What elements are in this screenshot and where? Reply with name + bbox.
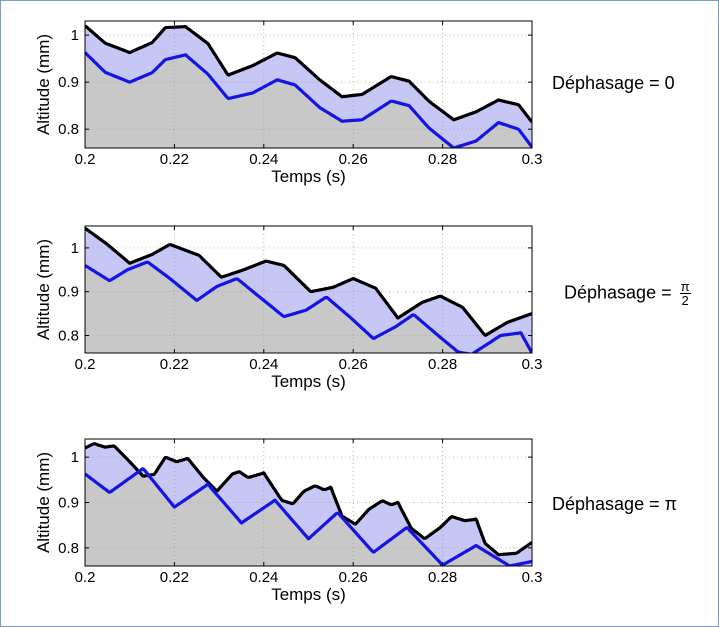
- x-tick-label: 0.2: [75, 569, 96, 586]
- x-tick-label: 0.24: [249, 151, 278, 168]
- x-tick-label: 0.28: [428, 151, 457, 168]
- y-tick-label: 0.8: [58, 540, 79, 557]
- y-axis-label: Altitude (mm): [34, 452, 53, 553]
- y-tick-label: 1: [71, 449, 79, 466]
- x-tick-label: 0.3: [522, 151, 543, 168]
- y-tick-label: 0.8: [58, 327, 79, 344]
- x-tick-label: 0.3: [522, 356, 543, 373]
- x-tick-label: 0.28: [428, 356, 457, 373]
- y-tick-label: 0.9: [58, 284, 79, 301]
- y-tick-label: 1: [71, 240, 79, 257]
- y-tick-label: 0.8: [58, 121, 79, 138]
- plot-phase-pi-half: 0.2 0.22 0.24 0.26 0.28 0.3 0.8 0.9 1 Temps (s) Al…: [34, 225, 543, 391]
- x-tick-label: 0.3: [522, 569, 543, 586]
- plot-phase-0: 0.2 0.22 0.24 0.26 0.28 0.3 0.8 0.9 1 Temps (s) Al…: [34, 20, 543, 186]
- x-tick-label: 0.2: [75, 356, 96, 373]
- lower-series-line: [85, 51, 532, 148]
- phase-label-pi-half: Déphasage = π 2: [564, 279, 691, 308]
- x-tick-label: 0.26: [339, 151, 368, 168]
- y-tick-label: 0.9: [58, 74, 79, 91]
- upper-series-line: [85, 442, 532, 557]
- x-tick-label: 0.24: [249, 356, 278, 373]
- y-axis-label: Altitude (mm): [34, 239, 53, 340]
- x-tick-label: 0.22: [160, 151, 189, 168]
- upper-series-line: [85, 24, 532, 124]
- x-axis-label: Temps (s): [271, 585, 346, 604]
- y-tick-label: 1: [71, 27, 79, 44]
- phase-label-pi: Déphasage = π: [552, 494, 678, 514]
- x-tick-label: 0.24: [249, 569, 278, 586]
- x-tick-label: 0.28: [428, 569, 457, 586]
- y-axis-label: Altitude (mm): [34, 34, 53, 135]
- x-axis-label: Temps (s): [271, 372, 346, 391]
- x-axis-label: Temps (s): [271, 167, 346, 186]
- x-tick-label: 0.26: [339, 569, 368, 586]
- axes-box: [84, 225, 533, 354]
- phase-fraction: π 2: [679, 279, 691, 308]
- lower-series-line: [85, 467, 532, 566]
- x-tick-label: 0.26: [339, 356, 368, 373]
- x-tick-label: 0.22: [160, 569, 189, 586]
- ground-fill-area: [85, 52, 532, 148]
- lower-series-line: [85, 260, 532, 353]
- ground-fill-area: [85, 262, 532, 353]
- y-tick-label: 0.9: [58, 495, 79, 512]
- x-tick-label: 0.2: [75, 151, 96, 168]
- phase-label-0: Déphasage = 0: [552, 73, 675, 93]
- x-tick-label: 0.22: [160, 356, 189, 373]
- axes-box: [84, 20, 533, 149]
- upper-series-line: [85, 226, 532, 337]
- plot-phase-pi: 0.2 0.22 0.24 0.26 0.28 0.3 0.8 0.9 1 Temps (s) Al…: [34, 438, 543, 604]
